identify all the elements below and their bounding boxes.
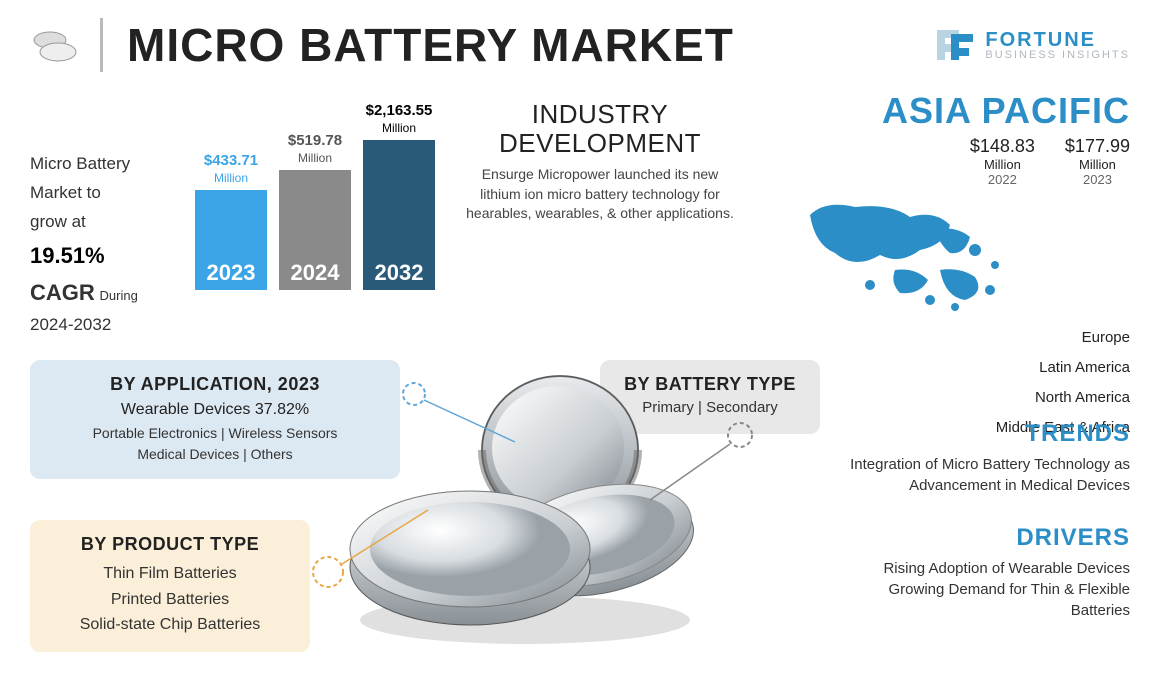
growth-line1: Micro Battery (30, 154, 130, 173)
bar-rect: 2032 (363, 140, 435, 290)
coin-cell-battery-illustration (340, 360, 710, 650)
trends-drivers-panel: TRENDS Integration of Micro Battery Tech… (830, 420, 1130, 649)
trends-title: TRENDS (830, 420, 1130, 448)
growth-line3: grow at (30, 212, 86, 231)
cagr-value: 19.51% (30, 243, 105, 268)
product-title: BY PRODUCT TYPE (48, 534, 292, 555)
other-region: North America (800, 383, 1130, 413)
region-amount: $177.99Million (1065, 136, 1130, 172)
growth-summary: Micro Battery Market to grow at 19.51% C… (30, 150, 180, 340)
asia-pacific-map-icon (800, 195, 1010, 315)
cagr-label: CAGR (30, 280, 95, 305)
logo-icon (933, 26, 977, 64)
bar-year: 2023 (195, 260, 267, 286)
region-value: $148.83Million2022 (970, 136, 1035, 187)
main-canvas: Micro Battery Market to grow at 19.51% C… (0, 80, 1160, 690)
industry-title-2: DEVELOPMENT (499, 128, 701, 158)
bar-rect: 2024 (279, 170, 351, 290)
other-region: Europe (800, 323, 1130, 353)
cagr-during: During (100, 288, 138, 303)
application-lead: Wearable Devices 37.82% (48, 401, 382, 419)
bar-year: 2032 (363, 260, 435, 286)
battery-coin-icon (30, 20, 80, 70)
bar-2024: $519.78Million 2024 (279, 133, 351, 290)
growth-line2: Market to (30, 183, 101, 202)
industry-title-1: INDUSTRY (532, 99, 668, 129)
industry-development: INDUSTRY DEVELOPMENT Ensurge Micropower … (460, 100, 740, 224)
region-amount: $148.83Million (970, 136, 1035, 172)
region-year: 2022 (970, 172, 1035, 187)
bar-2023: $433.71Million 2023 (195, 153, 267, 290)
trends-body: Integration of Micro Battery Technology … (830, 454, 1130, 496)
bar-value-label: $433.71Million (204, 153, 258, 186)
bar-2032: $2,163.55Million 2032 (363, 103, 435, 290)
drivers-title: DRIVERS (830, 524, 1130, 552)
application-title: BY APPLICATION, 2023 (48, 374, 382, 395)
logo-text-line2: BUSINESS INSIGHTS (985, 50, 1130, 61)
bar-rect: 2023 (195, 190, 267, 290)
application-items: Portable Electronics | Wireless Sensors … (48, 423, 382, 465)
market-size-bar-chart: $433.71Million 2023 $519.78Million 2024 $2,1… (195, 100, 435, 290)
region-panel: ASIA PACIFIC $148.83Million2022 $177.99Mi… (800, 90, 1130, 443)
product-items: Thin Film Batteries Printed Batteries So… (48, 561, 292, 638)
bar-value-label: $2,163.55Million (366, 103, 433, 136)
logo-text-line1: FORTUNE (985, 30, 1130, 50)
brand-logo: FORTUNE BUSINESS INSIGHTS (933, 26, 1130, 64)
page-title: MICRO BATTERY MARKET (100, 18, 933, 72)
cagr-period: 2024-2032 (30, 315, 111, 334)
region-value: $177.99Million2023 (1065, 136, 1130, 187)
industry-body: Ensurge Micropower launched its new lith… (460, 165, 740, 224)
region-year: 2023 (1065, 172, 1130, 187)
bar-value-label: $519.78Million (288, 133, 342, 166)
drivers-body: Rising Adoption of Wearable Devices Grow… (830, 558, 1130, 621)
bar-year: 2024 (279, 260, 351, 286)
header: MICRO BATTERY MARKET FORTUNE BUSINESS IN… (0, 0, 1160, 80)
other-region: Latin America (800, 353, 1130, 383)
segment-by-product-type: BY PRODUCT TYPE Thin Film Batteries Prin… (30, 520, 310, 652)
region-title: ASIA PACIFIC (800, 90, 1130, 132)
